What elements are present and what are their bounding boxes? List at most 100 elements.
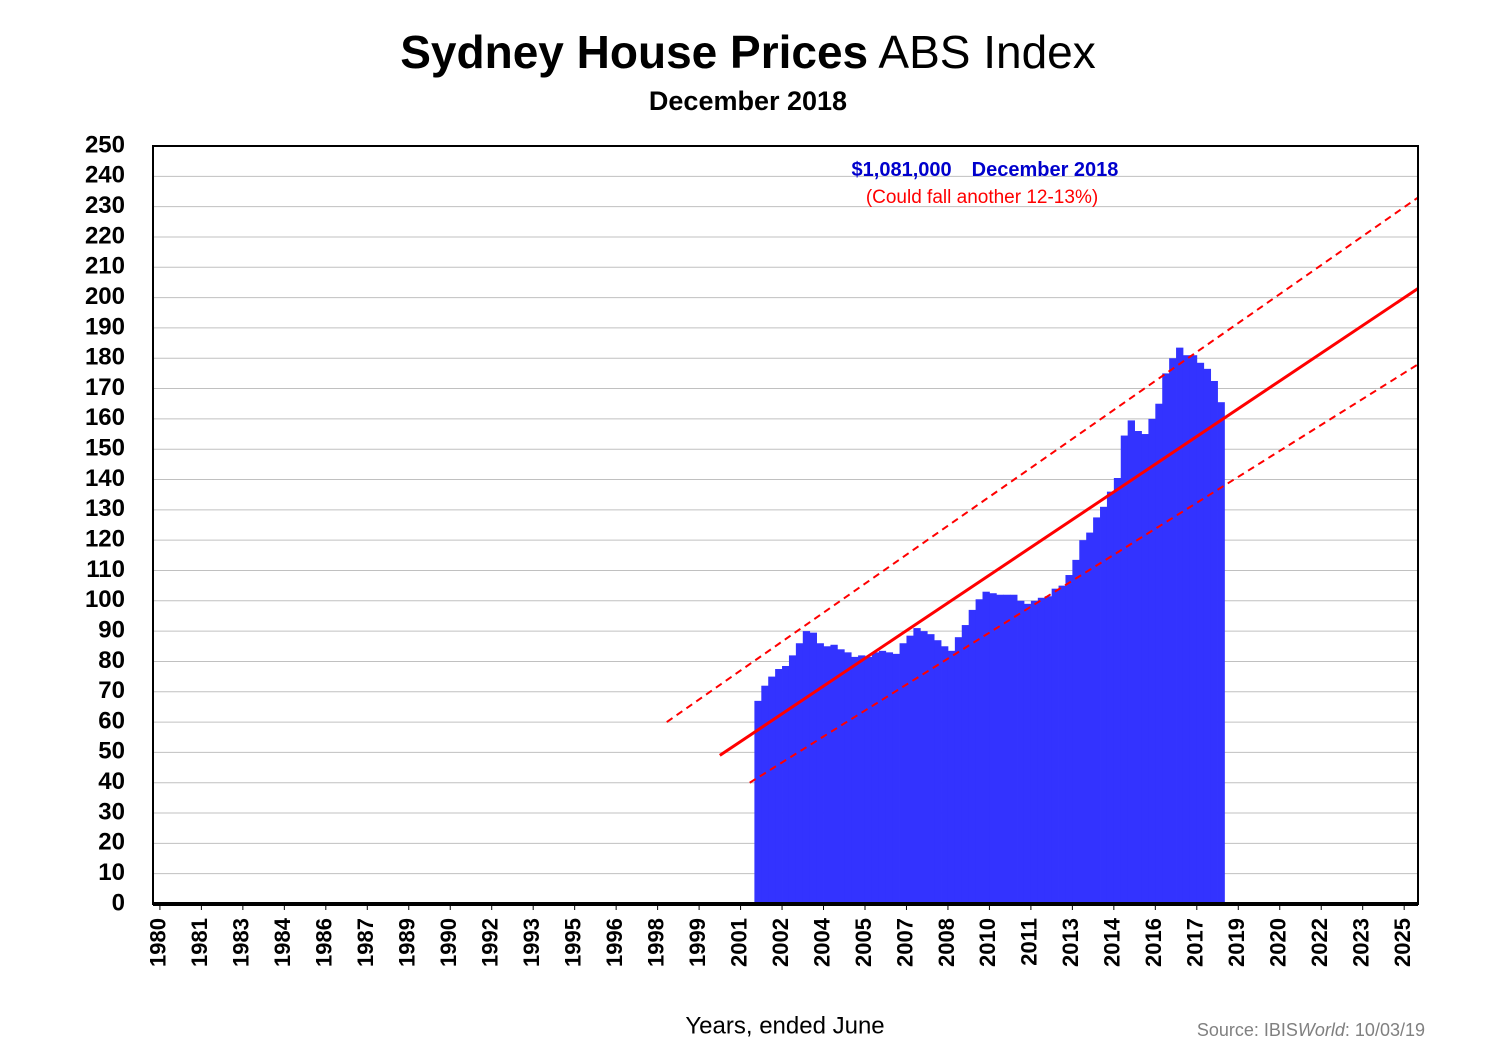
bar	[996, 594, 1004, 904]
y-tick-label: 80	[98, 647, 125, 674]
y-tick-label: 190	[85, 313, 125, 340]
annotation: $1,081,000	[852, 159, 952, 181]
bar	[1196, 362, 1205, 905]
bar	[1162, 373, 1170, 904]
bar	[1079, 540, 1087, 904]
y-tick-label: 30	[98, 798, 125, 825]
bar	[1010, 594, 1018, 904]
annotation: December 2018	[972, 159, 1119, 181]
bar	[864, 656, 873, 904]
y-tick-label: 240	[85, 162, 125, 189]
source-text: World	[1298, 1020, 1346, 1040]
bar	[1127, 420, 1135, 904]
x-tick-label: 1989	[395, 918, 420, 967]
bar	[1030, 600, 1039, 904]
bar	[1051, 588, 1059, 904]
x-tick-label: 2004	[809, 917, 834, 967]
y-tick-label: 180	[85, 344, 125, 371]
y-tick-label: 250	[85, 131, 125, 158]
bar	[823, 646, 831, 904]
bar	[1017, 600, 1025, 904]
x-tick-label: 1996	[602, 918, 627, 967]
bar	[1148, 418, 1156, 904]
bar	[1093, 517, 1101, 904]
bar	[851, 656, 859, 904]
y-tick-label: 0	[112, 889, 125, 916]
bar	[941, 646, 949, 904]
bar	[989, 593, 997, 904]
bar	[816, 643, 824, 904]
bar	[768, 676, 776, 904]
y-tick-label: 160	[85, 404, 125, 431]
y-tick-label: 230	[85, 192, 125, 219]
x-tick-label: 2011	[1017, 918, 1042, 966]
x-tick-label: 2023	[1349, 918, 1374, 967]
x-tick-label: 2001	[726, 918, 751, 967]
bar	[885, 652, 894, 904]
bar	[927, 634, 935, 904]
chart-title-group: Sydney House Prices ABS Index	[400, 26, 1096, 78]
y-tick-label: 60	[98, 707, 125, 734]
bar	[1189, 355, 1198, 904]
bar	[844, 652, 852, 904]
y-tick-label: 220	[85, 222, 125, 249]
x-tick-label: 1987	[353, 918, 378, 967]
bar	[1106, 491, 1115, 904]
y-tick-label: 40	[98, 768, 125, 795]
bar	[934, 640, 942, 904]
x-tick-label: 1986	[312, 918, 337, 967]
bar	[1176, 347, 1184, 904]
x-tick-label: 2002	[768, 918, 793, 967]
x-tick-label: 1983	[229, 918, 254, 967]
source-text: : 10/03/19	[1345, 1020, 1425, 1040]
bar	[1023, 603, 1032, 904]
bar	[1155, 403, 1163, 904]
y-tick-label: 70	[98, 677, 125, 704]
bar	[878, 650, 887, 904]
x-tick-label: 2013	[1058, 918, 1083, 967]
y-tick-label: 140	[85, 465, 125, 492]
bar	[975, 599, 983, 904]
bar	[1120, 435, 1129, 904]
y-tick-label: 10	[98, 859, 125, 886]
bar	[1141, 434, 1149, 904]
y-tick-label: 20	[98, 829, 125, 856]
bar	[802, 631, 811, 904]
bar	[1182, 355, 1191, 904]
bar	[906, 635, 914, 904]
bar	[1065, 575, 1073, 904]
bar	[1203, 368, 1212, 904]
bar	[830, 644, 838, 904]
x-tick-label: 2025	[1390, 918, 1415, 967]
bar	[809, 632, 818, 904]
source-note: Source: IBISWorld: 10/03/19	[1197, 1020, 1425, 1040]
x-tick-label: 1998	[643, 918, 668, 967]
chart-title-suffix: ABS Index	[878, 26, 1095, 78]
bar	[871, 652, 880, 904]
bar	[892, 653, 900, 904]
bar	[1003, 594, 1011, 904]
bar	[761, 685, 769, 904]
bar	[947, 650, 956, 904]
y-tick-label: 100	[85, 586, 125, 613]
bar	[782, 665, 790, 904]
x-tick-label: 1980	[146, 918, 171, 967]
trend-line	[718, 287, 1419, 757]
bar	[1169, 358, 1177, 904]
x-tick-label: 1990	[436, 918, 461, 967]
x-tick-label: 2020	[1266, 918, 1291, 967]
bar	[913, 628, 921, 904]
x-tick-label: 1981	[187, 918, 212, 967]
bar	[1072, 559, 1080, 904]
bar	[1037, 597, 1046, 904]
bar	[1100, 506, 1108, 904]
x-tick-label: 2019	[1224, 918, 1249, 967]
x-tick-label: 2016	[1141, 918, 1166, 967]
bar	[837, 649, 845, 904]
bar	[1113, 478, 1122, 904]
y-tick-label: 200	[85, 283, 125, 310]
y-tick-label: 210	[85, 253, 125, 280]
x-tick-label: 1984	[270, 917, 295, 967]
bar	[961, 625, 970, 904]
